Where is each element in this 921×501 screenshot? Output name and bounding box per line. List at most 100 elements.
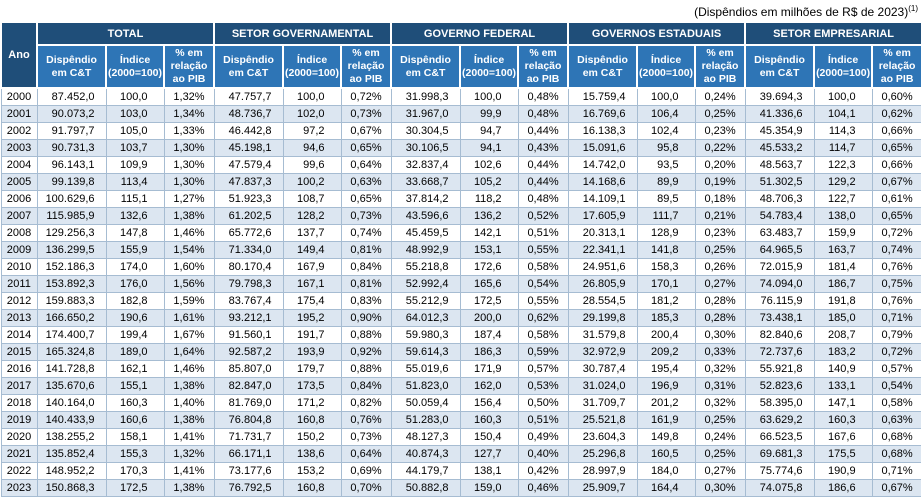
pib-cell: 1,56%	[163, 274, 215, 293]
indice-cell: 159,0	[459, 478, 519, 497]
pib-cell: 0,44%	[517, 172, 569, 191]
dispendio-cell: 71.731,7	[213, 427, 284, 446]
dispendio-cell: 140.164,0	[36, 393, 107, 412]
dispendio-cell: 32.837,4	[390, 155, 461, 174]
dispendio-cell: 51.923,3	[213, 189, 284, 208]
indice-cell: 182,8	[105, 291, 165, 310]
dispendio-cell: 64.965,5	[744, 240, 815, 259]
pib-cell: 0,43%	[517, 138, 569, 157]
indice-cell: 97,2	[282, 121, 342, 140]
pib-cell: 0,44%	[517, 121, 569, 140]
indice-cell: 133,1	[813, 376, 873, 395]
table-row: 2011 153.892,3 176,0 1,56% 79.798,3 167,1 0,81…	[0, 274, 921, 293]
dispendio-cell: 82.840,6	[744, 325, 815, 344]
indice-cell: 171,9	[459, 359, 519, 378]
indice-cell: 103,0	[105, 104, 165, 123]
dispendio-cell: 80.170,4	[213, 257, 284, 276]
pib-cell: 0,55%	[517, 291, 569, 310]
dispendio-cell: 69.681,3	[744, 444, 815, 463]
year-cell: 2023	[0, 478, 38, 497]
year-cell: 2011	[0, 274, 38, 293]
indice-cell: 170,3	[105, 461, 165, 480]
indice-cell: 170,1	[636, 274, 696, 293]
dispendio-cell: 45.459,5	[390, 223, 461, 242]
indice-cell: 102,0	[282, 104, 342, 123]
indice-cell: 160,3	[813, 410, 873, 429]
table-row: 2008 129.256,3 147,8 1,46% 65.772,6 137,7 0,74…	[0, 223, 921, 242]
indice-cell: 156,4	[459, 393, 519, 412]
year-cell: 2021	[0, 444, 38, 463]
indice-cell: 172,5	[105, 478, 165, 497]
table-row: 2014 174.400,7 199,4 1,67% 91.560,1 191,7 0,88…	[0, 325, 921, 344]
year-column-header: Ano	[0, 20, 38, 90]
table-row: 2018 140.164,0 160,3 1,40% 81.769,0 171,2 0,82…	[0, 393, 921, 412]
indice-cell: 155,1	[105, 376, 165, 395]
pib-cell: 0,73%	[340, 104, 392, 123]
subheader-dispendio-setor-governamental: Dispêndio em C&T	[213, 43, 284, 90]
dispendio-cell: 14.168,6	[567, 172, 638, 191]
dispendio-cell: 141.728,8	[36, 359, 107, 378]
pib-cell: 0,90%	[340, 308, 392, 327]
dispendio-cell: 99.139,8	[36, 172, 107, 191]
indice-cell: 105,2	[459, 172, 519, 191]
pib-cell: 0,21%	[694, 206, 746, 225]
dispendio-cell: 92.587,2	[213, 342, 284, 361]
dispendio-cell: 23.604,3	[567, 427, 638, 446]
pib-cell: 0,65%	[871, 138, 921, 157]
subheader-indice-setor-governamental: Índice (2000=100)	[282, 43, 342, 90]
indice-cell: 100,0	[105, 87, 165, 106]
dispendio-cell: 48.127,3	[390, 427, 461, 446]
pib-cell: 1,64%	[163, 342, 215, 361]
indice-cell: 94,7	[459, 121, 519, 140]
dispendio-cell: 115.985,9	[36, 206, 107, 225]
table-header: Ano TOTAL SETOR GOVERNAMENTAL GOVERNO FE…	[0, 20, 921, 90]
dispendio-cell: 45.198,1	[213, 138, 284, 157]
subheader-indice-total: Índice (2000=100)	[105, 43, 165, 90]
table-row: 2001 90.073,2 103,0 1,34% 48.736,7 102,0 0,73%…	[0, 104, 921, 123]
indice-cell: 172,5	[459, 291, 519, 310]
pib-cell: 0,67%	[871, 478, 921, 497]
pib-cell: 0,48%	[517, 189, 569, 208]
table-row: 2003 90.731,3 103,7 1,30% 45.198,1 94,6 0,65% 3…	[0, 138, 921, 157]
dispendio-cell: 32.972,9	[567, 342, 638, 361]
table-row: 2000 87.452,0 100,0 1,32% 47.757,7 100,0 0,72%…	[0, 87, 921, 106]
pib-cell: 1,41%	[163, 461, 215, 480]
indice-cell: 136,2	[459, 206, 519, 225]
pib-cell: 1,38%	[163, 206, 215, 225]
indice-cell: 89,5	[636, 189, 696, 208]
dispendio-cell: 174.400,7	[36, 325, 107, 344]
pib-cell: 0,65%	[340, 138, 392, 157]
table-row: 2017 135.670,6 155,1 1,38% 82.847,0 173,5 0,84…	[0, 376, 921, 395]
pib-cell: 0,63%	[340, 172, 392, 191]
dispendio-cell: 46.442,8	[213, 121, 284, 140]
indice-cell: 160,3	[459, 410, 519, 429]
dispendio-cell: 50.882,8	[390, 478, 461, 497]
dispendio-cell: 40.874,3	[390, 444, 461, 463]
dispendio-cell: 65.772,6	[213, 223, 284, 242]
pib-cell: 1,33%	[163, 121, 215, 140]
dispendio-cell: 59.614,3	[390, 342, 461, 361]
subheader-indice-governos-estaduais: Índice (2000=100)	[636, 43, 697, 90]
pib-cell: 0,30%	[694, 478, 746, 497]
indice-cell: 172,6	[459, 257, 519, 276]
pib-cell: 0,54%	[517, 274, 569, 293]
dispendio-cell: 153.892,3	[36, 274, 107, 293]
dispendio-cell: 91.560,1	[213, 325, 284, 344]
dispendio-cell: 51.823,0	[390, 376, 461, 395]
pib-cell: 0,18%	[694, 189, 746, 208]
indice-cell: 158,1	[105, 427, 165, 446]
indice-cell: 165,6	[459, 274, 519, 293]
pib-cell: 0,64%	[340, 155, 392, 174]
year-cell: 2000	[0, 87, 38, 106]
pib-cell: 0,19%	[694, 172, 746, 191]
year-cell: 2014	[0, 325, 38, 344]
pib-cell: 1,30%	[163, 172, 215, 191]
table-row: 2006 100.629,6 115,1 1,27% 51.923,3 108,7 0,65…	[0, 189, 921, 208]
dispendio-cell: 59.980,3	[390, 325, 461, 344]
year-cell: 2020	[0, 427, 38, 446]
indice-cell: 100,0	[636, 87, 696, 106]
indice-cell: 186,6	[813, 478, 873, 497]
table-row: 2012 159.883,3 182,8 1,59% 83.767,4 175,4 0,83…	[0, 291, 921, 310]
indice-cell: 176,0	[105, 274, 165, 293]
indice-cell: 141,8	[636, 240, 696, 259]
